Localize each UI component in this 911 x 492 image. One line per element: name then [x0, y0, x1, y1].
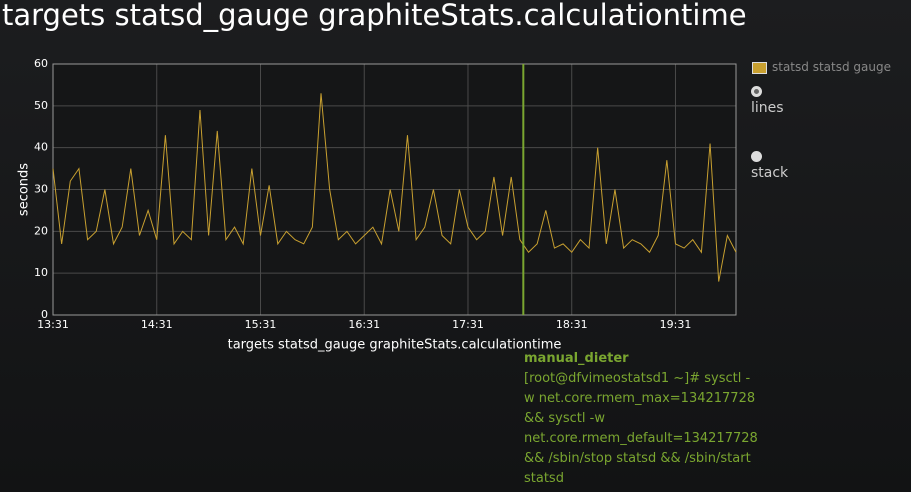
y-tick-label: 10 — [34, 266, 48, 279]
y-tick-label: 50 — [34, 99, 48, 112]
y-tick-label: 30 — [34, 183, 48, 196]
x-tick-label: 16:31 — [348, 318, 380, 331]
x-tick-label: 13:31 — [37, 318, 69, 331]
y-tick-label: 20 — [34, 224, 48, 237]
annotation: manual_dieter [root@dfvimeostatsd1 ~]# sy… — [524, 349, 758, 489]
x-tick-label: 18:31 — [556, 318, 588, 331]
option-label: stack — [751, 165, 789, 181]
data-line — [52, 93, 737, 282]
y-tick-label: 0 — [41, 308, 48, 321]
x-tick-label: 14:31 — [141, 318, 173, 331]
annotation-text: [root@dfvimeostatsd1 ~]# sysctl -w net.c… — [524, 371, 758, 486]
x-tick-label: 15:31 — [245, 318, 277, 331]
stack-option[interactable]: stack — [751, 151, 788, 181]
x-axis-title: targets statsd_gauge graphiteStats.calcu… — [228, 338, 562, 353]
x-tick-label: 19:31 — [660, 318, 692, 331]
page-title: targets statsd_gauge graphiteStats.calcu… — [2, 0, 747, 32]
x-tick-label: 17:31 — [452, 318, 484, 331]
legend-label[interactable]: statsd statsd gauge — [772, 60, 891, 74]
y-tick-label: 40 — [34, 141, 48, 154]
y-axis-title: seconds — [17, 163, 32, 216]
legend-swatch — [752, 61, 767, 74]
legend: statsd statsd gauge — [752, 60, 891, 74]
plot-border — [52, 63, 737, 316]
y-tick-label: 60 — [34, 57, 48, 70]
lines-option[interactable]: lines — [751, 86, 784, 116]
annotation-title: manual_dieter — [524, 351, 629, 366]
option-label: lines — [751, 100, 784, 116]
